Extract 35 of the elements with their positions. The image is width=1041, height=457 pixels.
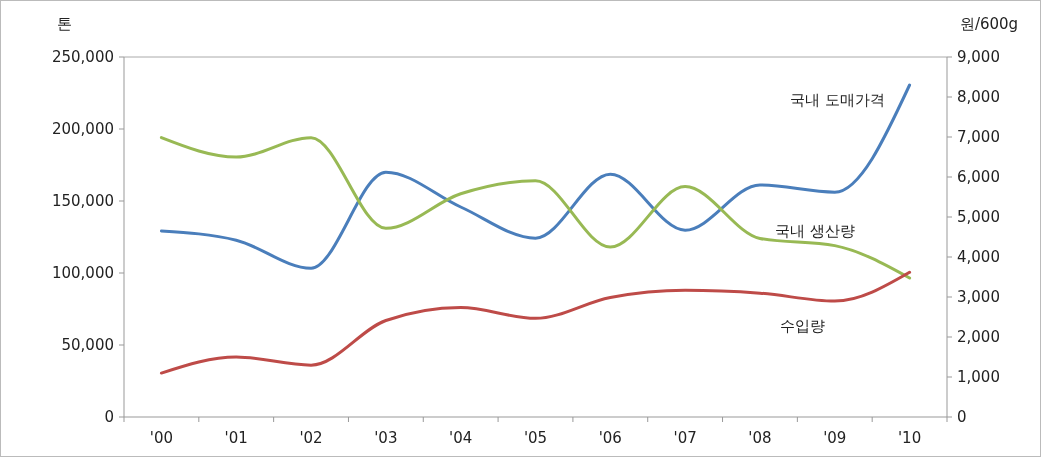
y-tick-label: 250,000	[51, 48, 114, 67]
x-tick-label: '01	[224, 429, 248, 447]
line-series	[159, 270, 912, 375]
y2-tick-label: 9,000	[957, 48, 1000, 67]
x-tick-label: '07	[673, 429, 697, 447]
y2-tick-label: 3,000	[957, 288, 1000, 307]
y2-tick-label: 1,000	[957, 368, 1000, 387]
y2-tick-label: 7,000	[957, 128, 1000, 147]
x-tick-label: '06	[598, 429, 622, 447]
y-tick-label: 100,000	[51, 264, 114, 283]
x-tick-label: '10	[897, 429, 922, 447]
series-label: 국내 생산량	[774, 221, 855, 240]
y2-axis-title: 원/600g	[959, 15, 1019, 33]
line-series	[159, 83, 912, 270]
x-tick-label: '03	[374, 429, 398, 447]
y2-tick-label: 8,000	[957, 88, 1000, 107]
x-tick-label: '04	[449, 429, 473, 447]
series-label: 수입량	[779, 317, 825, 336]
x-tick-label: '00	[149, 429, 174, 447]
x-tick-label: '05	[523, 429, 548, 447]
y-axis-title: 톤	[56, 15, 72, 33]
line-series	[159, 136, 912, 280]
y-tick-label: 150,000	[51, 192, 114, 211]
y2-tick-label: 6,000	[957, 168, 1000, 187]
x-tick-label: '08	[748, 429, 772, 447]
y2-tick-label: 0	[957, 408, 967, 427]
x-tick-label: '09	[823, 429, 847, 447]
y2-tick-label: 2,000	[957, 328, 1000, 347]
x-tick-label: '02	[299, 429, 323, 447]
y-tick-label: 200,000	[51, 120, 114, 139]
y-tick-label: 0	[104, 408, 114, 427]
y-tick-label: 50,000	[61, 336, 114, 355]
series-label: 국내 도매가격	[789, 91, 885, 109]
y2-tick-label: 5,000	[957, 208, 1000, 227]
y2-tick-label: 4,000	[957, 248, 1000, 267]
